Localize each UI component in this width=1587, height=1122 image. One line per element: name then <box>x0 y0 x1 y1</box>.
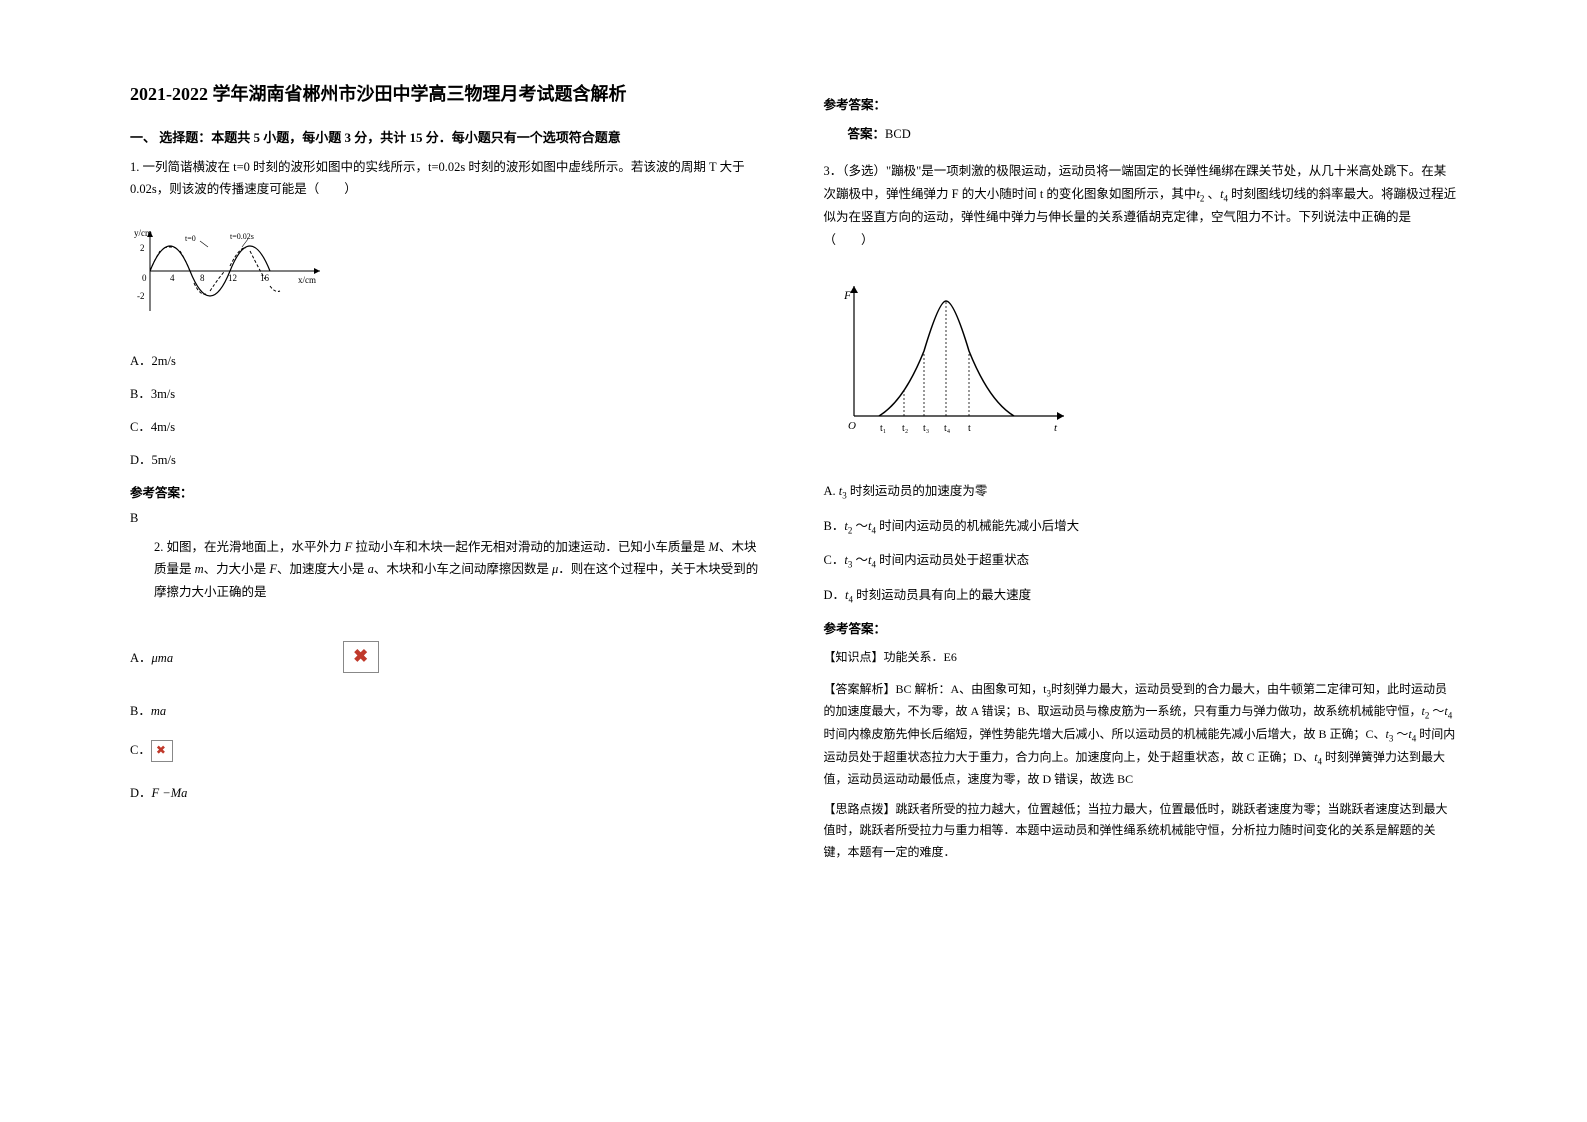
an-lbl: 【答案解析】BC 解析：A、由图象可知，t <box>824 682 1047 696</box>
q2-a-pre: A． <box>130 651 152 665</box>
q2-ans-lbl: 答案： <box>848 127 886 141</box>
svg-text:t: t <box>968 423 971 434</box>
ob-x: 时间内运动员的机械能先减小后增大 <box>876 519 1079 533</box>
q2-option-d: D．F −Ma <box>130 782 764 801</box>
q3-ref-label: 参考答案： <box>824 618 1458 637</box>
svg-text:t₃: t₃ <box>923 423 929 434</box>
an-td1: ～ <box>1429 704 1444 718</box>
q2-option-c: C． <box>130 739 764 762</box>
section-1-header: 一、 选择题：本题共 5 小题，每小题 3 分，共计 15 分．每小题只有一个选… <box>130 127 764 146</box>
left-column: 2021-2022 学年湖南省郴州市沙田中学高三物理月考试题含解析 一、 选择题… <box>100 80 794 1082</box>
q2-option-a: A．μma <box>130 647 173 666</box>
svg-text:8: 8 <box>200 273 205 283</box>
right-column: 参考答案： 答案：BCD 3．（多选）"蹦极"是一项刺激的极限运动，运动员将一端… <box>794 80 1488 1082</box>
q3-knowledge: 【知识点】功能关系．E6 <box>824 647 1458 669</box>
broken-image-icon <box>151 740 173 762</box>
q2-option-b: B．ma <box>130 700 764 719</box>
q2-c-pre: C． <box>130 743 151 757</box>
document-title: 2021-2022 学年湖南省郴州市沙田中学高三物理月考试题含解析 <box>130 80 764 109</box>
q2-d-val: F −Ma <box>152 786 188 800</box>
q1-option-b: B．3m/s <box>130 383 764 402</box>
svg-text:12: 12 <box>228 273 237 283</box>
q2-ans-val: BCD <box>885 127 911 141</box>
svg-text:t₁: t₁ <box>880 423 886 434</box>
oc-p: C． <box>824 553 845 567</box>
oc-x: 时间内运动员处于超重状态 <box>876 553 1029 567</box>
svg-text:t₄: t₄ <box>944 423 951 434</box>
q2-d-pre: D． <box>130 786 152 800</box>
od-x: 时刻运动员具有向上的最大速度 <box>853 588 1031 602</box>
q2-b-pre: B． <box>130 704 151 718</box>
svg-text:F: F <box>843 288 852 302</box>
oc-td: ～ <box>852 553 868 567</box>
q3-force-graph: F O t₁ t₂ t₃ t₄ t t <box>824 271 1084 441</box>
svg-text:t₂: t₂ <box>902 423 908 434</box>
svg-text:4: 4 <box>170 273 175 283</box>
svg-text:t: t <box>1054 422 1058 434</box>
svg-text:0: 0 <box>142 273 147 283</box>
q2-t1: 2. 如图，在光滑地面上，水平外力 <box>154 540 345 554</box>
q1-ref-label: 参考答案： <box>130 482 764 501</box>
svg-text:-2: -2 <box>137 291 145 301</box>
q1-wave-graph: y/cm x/cm 2 -2 0 4 8 12 16 t=0 t=0.02s <box>130 221 330 321</box>
q2-F2: F <box>269 562 277 576</box>
q1-option-a: A．2m/s <box>130 350 764 369</box>
q2-a-val: μma <box>152 651 174 665</box>
svg-text:O: O <box>848 420 856 432</box>
q2-answer: 答案：BCD <box>848 123 1458 142</box>
od-p: D． <box>824 588 846 602</box>
q3-option-c: C．t3 ～t4 时间内运动员处于超重状态 <box>824 549 1458 570</box>
q3-text: 3．（多选）"蹦极"是一项刺激的极限运动，运动员将一端固定的长弹性绳绑在踝关节处… <box>824 160 1458 251</box>
q3-option-b: B．t2 ～t4 时间内运动员的机械能先减小后增大 <box>824 515 1458 536</box>
ob-p: B． <box>824 519 845 533</box>
q3-analysis: 【答案解析】BC 解析：A、由图象可知，t3时刻弹力最大，运动员受到的合力最大，… <box>824 679 1458 791</box>
q2-text: 2. 如图，在光滑地面上，水平外力 F 拉动小车和木块一起作无相对滑动的加速运动… <box>154 536 764 604</box>
q2-b-val: ma <box>151 704 166 718</box>
q2-M: M <box>709 540 719 554</box>
an-s4a: 4 <box>1448 711 1453 721</box>
q2-ref-label: 参考答案： <box>824 94 1458 113</box>
q3-option-d: D．t4 时刻运动员具有向上的最大速度 <box>824 584 1458 605</box>
oa-p: A. <box>824 484 839 498</box>
q2-row-a: A．μma <box>130 633 764 680</box>
q1-text: 1. 一列简谐横波在 t=0 时刻的波形如图中的实线所示，t=0.02s 时刻的… <box>130 156 764 201</box>
an-p2: 时间内橡皮筋先伸长后缩短，弹性势能先增大后减小、所以运动员的机械能先减小后增大，… <box>824 727 1386 741</box>
svg-text:2: 2 <box>140 243 145 253</box>
broken-image-icon <box>343 641 379 673</box>
q2-t2: 拉动小车和木块一起作无相对滑动的加速运动．已知小车质量是 <box>352 540 708 554</box>
q2-t6: 、木块和小车之间动摩擦因数是 <box>374 562 552 576</box>
q3-m1: 、 <box>1204 187 1220 201</box>
oa-x: 时刻运动员的加速度为零 <box>847 484 988 498</box>
q1-answer: B <box>130 511 764 526</box>
svg-text:y/cm: y/cm <box>134 228 152 238</box>
svg-text:t=0.02s: t=0.02s <box>230 232 254 241</box>
q3-option-a: A. t3 时刻运动员的加速度为零 <box>824 480 1458 501</box>
q2-t4: 、力大小是 <box>204 562 270 576</box>
svg-text:t=0: t=0 <box>185 234 196 243</box>
q3-guide: 【思路点拨】跳跃者所受的拉力越大，位置越低；当拉力最大，位置最低时，跳跃者速度为… <box>824 799 1458 864</box>
ob-td: ～ <box>852 519 868 533</box>
q2-t5: 、加速度大小是 <box>277 562 368 576</box>
an-td2: ～ <box>1393 727 1408 741</box>
svg-text:x/cm: x/cm <box>298 275 316 285</box>
q1-option-c: C．4m/s <box>130 416 764 435</box>
q1-option-d: D．5m/s <box>130 449 764 468</box>
q2-m: m <box>195 562 204 576</box>
